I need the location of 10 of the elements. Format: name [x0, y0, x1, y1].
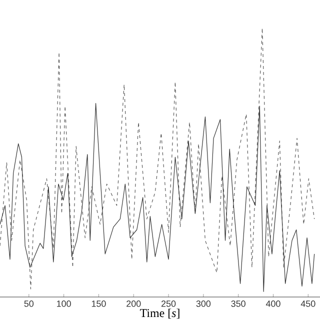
- x-tick-label: 200: [126, 300, 141, 307]
- x-tick-label: 450: [300, 300, 316, 307]
- x-tick-label: 350: [231, 300, 246, 307]
- x-tick-label: 50: [24, 300, 34, 307]
- x-tick-label: 100: [57, 300, 71, 307]
- x-tick-label: 400: [266, 300, 280, 307]
- x-tick-label: 300: [196, 300, 211, 307]
- x-axis-title: Time [s]: [140, 308, 180, 319]
- x-tick-label: 150: [92, 300, 106, 307]
- x-tick-label: 250: [161, 300, 176, 307]
